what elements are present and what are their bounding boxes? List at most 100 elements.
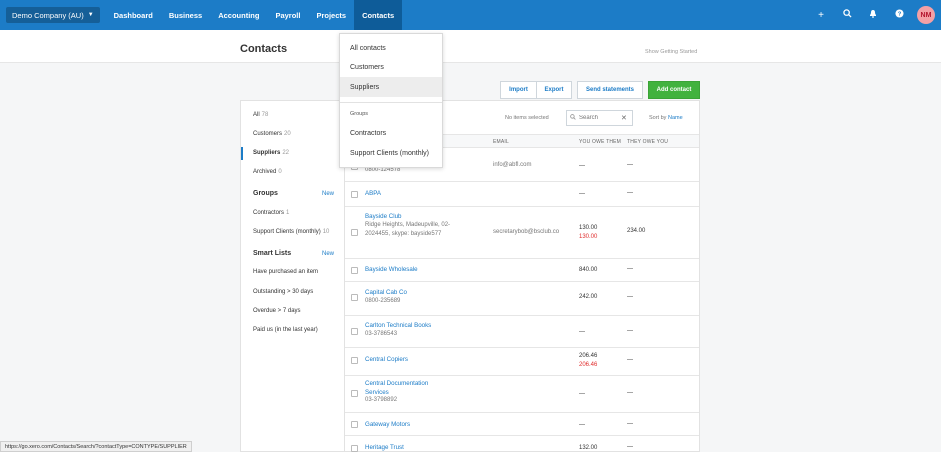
add-contact-button[interactable]: Add contact (648, 81, 700, 99)
avatar[interactable]: NM (917, 6, 935, 24)
you-owe-value: 206.46 206.46 (579, 353, 598, 368)
smart-list-item[interactable]: Overdue > 7 days (253, 308, 301, 314)
col-you-owe-them[interactable]: YOU OWE THEM (579, 139, 622, 145)
table-row[interactable]: Heritage Trust 132.00 — (345, 436, 699, 452)
nav-business[interactable]: Business (168, 10, 203, 20)
clear-search-icon[interactable]: ✕ (621, 115, 627, 122)
they-owe-value: — (627, 357, 633, 363)
search-icon[interactable] (839, 9, 855, 21)
menu-item-customers[interactable]: Customers (350, 63, 384, 71)
smart-list-item[interactable]: Have purchased an item (253, 269, 319, 275)
sidebar-item-support-clients[interactable]: Support Clients (monthly) 10 (253, 229, 330, 235)
smart-list-item[interactable]: Paid us (in the last year) (253, 327, 318, 333)
row-checkbox[interactable] (351, 357, 358, 364)
new-group-link[interactable]: New (321, 191, 334, 197)
nav-payroll[interactable]: Payroll (275, 10, 301, 20)
col-they-owe-you[interactable]: THEY OWE YOU (627, 139, 669, 145)
contact-name[interactable]: Bayside Club (365, 213, 402, 220)
menu-item-contractors[interactable]: Contractors (350, 129, 387, 137)
you-owe-value: — (579, 391, 585, 397)
they-owe-value: — (627, 294, 633, 300)
row-checkbox[interactable] (351, 191, 358, 198)
contact-phone: 03-3798892 (365, 397, 398, 403)
contact-details: Ridge Heights, Madeupville, 02-2024455, … (365, 222, 451, 237)
sidebar-item-archived[interactable]: Archived 0 (253, 169, 282, 175)
overdue-value: 206.46 (579, 362, 598, 368)
sidebar-item-all[interactable]: All 78 (253, 112, 269, 118)
row-checkbox[interactable] (351, 267, 358, 274)
contact-phone: 0800-124578 (365, 167, 401, 173)
you-owe-value: — (579, 422, 585, 428)
nav-contacts[interactable]: Contacts (354, 0, 403, 30)
you-owe-value: 132.00 (579, 445, 598, 451)
row-checkbox[interactable] (351, 445, 358, 452)
menu-item-all-contacts[interactable]: All contacts (350, 44, 386, 52)
contact-name[interactable]: Gateway Motors (365, 421, 411, 428)
menu-divider (340, 102, 442, 103)
show-getting-started-link[interactable]: Show Getting Started (645, 49, 698, 55)
plus-icon[interactable]: + (818, 9, 824, 21)
contacts-sidebar: All 78 Customers 20 Suppliers 22 Archived 0 … (240, 100, 344, 452)
you-owe-value: — (579, 191, 585, 197)
col-email[interactable]: EMAIL (493, 139, 510, 145)
search-box[interactable]: ✕ (566, 110, 633, 126)
sidebar-item-contractors[interactable]: Contractors 1 (253, 210, 290, 216)
nav-accounting[interactable]: Accounting (218, 10, 260, 20)
they-owe-value: — (627, 421, 633, 427)
they-owe-value: — (627, 328, 633, 334)
row-checkbox[interactable] (351, 294, 358, 301)
nav-projects[interactable]: Projects (316, 10, 347, 20)
table-row[interactable]: Gateway Motors — — (345, 413, 699, 436)
menu-item-suppliers[interactable]: Suppliers (340, 77, 442, 97)
sort-control[interactable]: Sort by Name (649, 115, 683, 121)
table-row[interactable]: Central Documentation Services 03-379889… (345, 376, 699, 413)
table-row[interactable]: Bayside Club Ridge Heights, Madeupville,… (345, 207, 699, 259)
contact-name[interactable]: Carlton Technical Books (365, 322, 432, 329)
top-nav: Demo Company (AU) ▼ Dashboard Business A… (0, 0, 941, 30)
table-row[interactable]: Bayside Wholesale 840.00 — (345, 259, 699, 282)
smart-list-item[interactable]: Outstanding > 30 days (253, 289, 314, 295)
contact-email: secretarybob@bsclub.co (493, 229, 560, 235)
menu-groups-heading: Groups (350, 111, 369, 117)
table-row[interactable]: Central Copiers 206.46 206.46 — (345, 348, 699, 376)
export-button[interactable]: Export (536, 81, 572, 99)
contact-name[interactable]: Heritage Trust (365, 444, 404, 451)
help-icon[interactable]: ? (891, 9, 907, 21)
bell-icon[interactable] (865, 9, 881, 21)
contact-name[interactable]: Capital Cab Co (365, 289, 407, 296)
new-smart-list-link[interactable]: New (321, 251, 334, 257)
row-checkbox[interactable] (351, 421, 358, 428)
row-checkbox[interactable] (351, 229, 358, 236)
table-row[interactable]: Capital Cab Co 0800-235689 242.00 — (345, 282, 699, 316)
nav-dashboard[interactable]: Dashboard (113, 10, 153, 20)
send-statements-button[interactable]: Send statements (577, 81, 643, 99)
you-owe-value: 840.00 (579, 267, 598, 273)
table-row[interactable]: Carlton Technical Books 03-3786543 — — (345, 316, 699, 348)
status-bar-url: https://go.xero.com/Contacts/Search/?con… (0, 441, 192, 452)
you-owe-value: 242.00 (579, 294, 598, 300)
contact-name[interactable]: ABPA (365, 190, 382, 197)
you-owe-value: 130.00 130.00 (579, 225, 598, 240)
sidebar-item-customers[interactable]: Customers 20 (253, 131, 291, 137)
you-owe-value: — (579, 163, 585, 169)
org-name: Demo Company (AU) (12, 10, 84, 20)
they-owe-value: 234.00 (627, 228, 646, 234)
row-checkbox[interactable] (351, 328, 358, 335)
contact-name[interactable]: Central Copiers (365, 356, 408, 363)
contact-name[interactable]: Bayside Wholesale (365, 266, 418, 273)
they-owe-value: — (627, 266, 633, 272)
import-button[interactable]: Import (500, 81, 537, 99)
contacts-dropdown-menu: All contacts Customers Suppliers Groups … (339, 33, 443, 168)
they-owe-value: — (627, 390, 633, 396)
smart-lists-heading: Smart Lists (253, 250, 292, 257)
menu-item-support-clients[interactable]: Support Clients (monthly) (350, 149, 429, 157)
caret-down-icon: ▼ (87, 12, 94, 18)
sidebar-item-suppliers[interactable]: Suppliers 22 (253, 150, 290, 156)
org-switcher[interactable]: Demo Company (AU) ▼ (6, 7, 100, 23)
search-icon (570, 114, 576, 122)
search-input[interactable] (579, 115, 619, 121)
table-row[interactable]: ABPA — — (345, 182, 699, 207)
contact-name[interactable]: Central Documentation Services (365, 380, 429, 396)
row-checkbox[interactable] (351, 390, 358, 397)
contact-email: info@abfl.com (493, 162, 532, 168)
